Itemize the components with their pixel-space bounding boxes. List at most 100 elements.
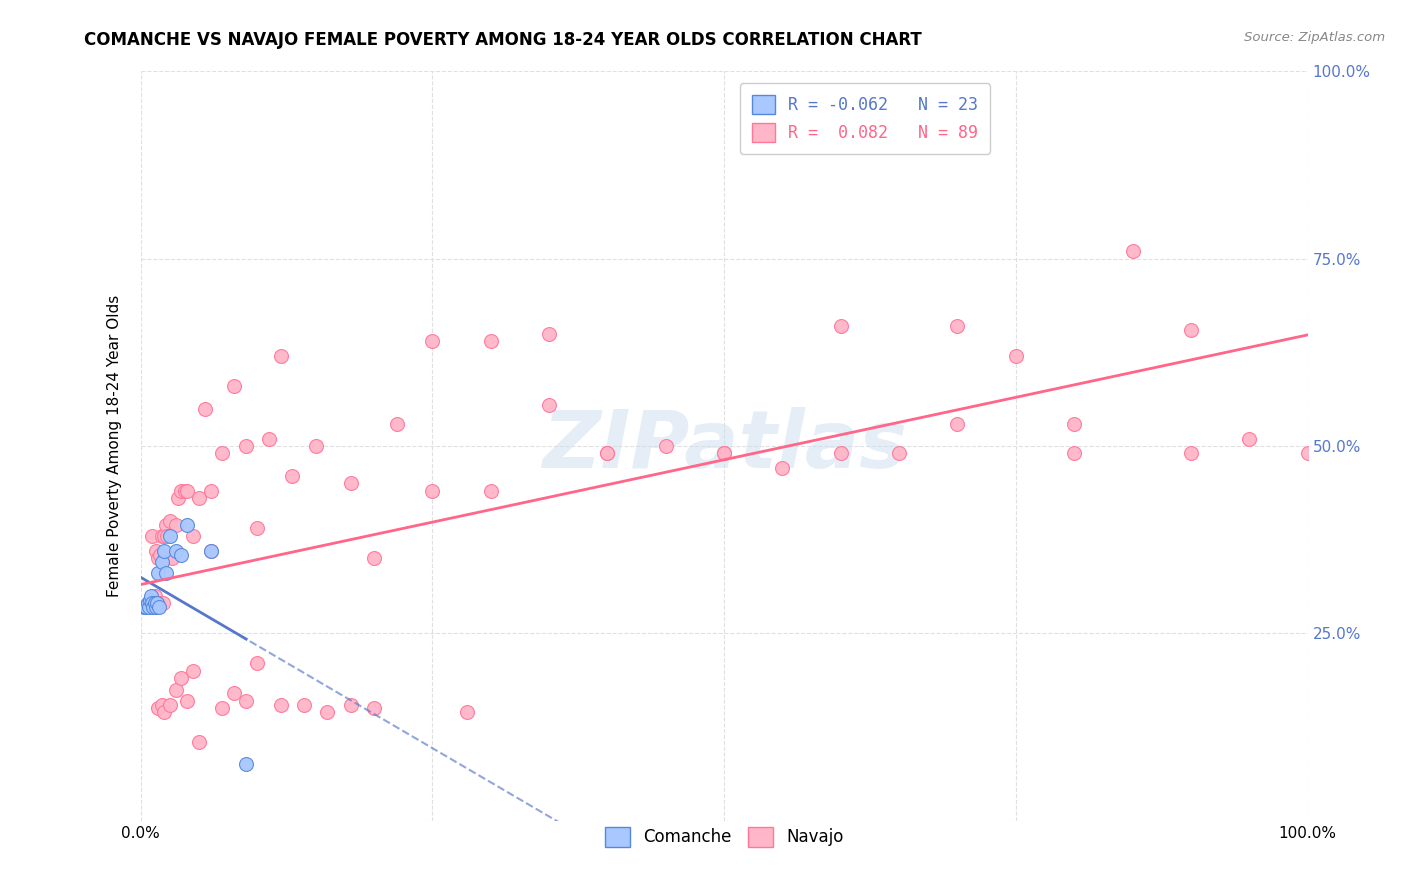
Point (139, 592, 162, 607)
Point (479, 483, 502, 498)
Point (139, 589, 162, 603)
Point (889, 446, 911, 460)
Point (165, 682, 187, 697)
Point (363, 701, 385, 715)
Point (142, 600, 165, 615)
Point (211, 446, 233, 460)
Point (143, 596, 166, 610)
Point (211, 701, 233, 715)
Point (143, 589, 166, 603)
Point (713, 446, 735, 460)
Point (200, 544, 222, 558)
Point (149, 548, 172, 562)
Y-axis label: Female Poverty Among 18-24 Year Olds: Female Poverty Among 18-24 Year Olds (107, 295, 122, 597)
Point (146, 596, 169, 610)
Point (596, 446, 619, 460)
Point (152, 596, 174, 610)
Point (153, 551, 176, 566)
Point (339, 698, 361, 712)
Point (292, 698, 315, 712)
Point (270, 698, 292, 712)
Point (222, 379, 245, 393)
Point (138, 596, 160, 610)
Point (200, 544, 222, 558)
Point (246, 521, 269, 535)
Point (772, 461, 794, 475)
Point (150, 555, 173, 569)
Point (479, 334, 502, 348)
Point (170, 671, 193, 685)
Point (159, 698, 181, 712)
Point (146, 701, 169, 715)
Text: COMANCHE VS NAVAJO FEMALE POVERTY AMONG 18-24 YEAR OLDS CORRELATION CHART: COMANCHE VS NAVAJO FEMALE POVERTY AMONG … (84, 31, 922, 49)
Point (456, 705, 478, 719)
Point (176, 483, 198, 498)
Point (146, 566, 169, 581)
Point (946, 417, 969, 431)
Point (148, 596, 170, 610)
Point (281, 469, 304, 483)
Point (830, 319, 852, 334)
Point (655, 439, 678, 453)
Point (141, 600, 163, 615)
Point (181, 664, 204, 678)
Point (142, 600, 165, 615)
Point (537, 326, 560, 341)
Point (222, 686, 245, 700)
Point (188, 491, 211, 506)
Point (181, 529, 204, 543)
Point (145, 600, 167, 615)
Point (363, 551, 385, 566)
Point (165, 544, 187, 558)
Point (170, 548, 193, 562)
Point (1296, 446, 1319, 460)
Point (235, 757, 257, 772)
Point (176, 517, 198, 532)
Point (1180, 446, 1202, 460)
Point (200, 483, 222, 498)
Point (830, 446, 852, 460)
Point (159, 529, 181, 543)
Point (145, 544, 167, 558)
Point (139, 600, 162, 615)
Text: Source: ZipAtlas.com: Source: ZipAtlas.com (1244, 31, 1385, 45)
Point (155, 566, 177, 581)
Point (946, 319, 969, 334)
Point (422, 483, 444, 498)
Point (1239, 432, 1261, 446)
Point (146, 551, 169, 566)
Point (194, 401, 217, 416)
Point (153, 705, 176, 719)
Point (165, 517, 187, 532)
Point (134, 600, 156, 615)
Point (1122, 244, 1144, 259)
Point (176, 694, 198, 708)
Point (132, 600, 155, 615)
Point (138, 600, 160, 615)
Point (537, 398, 560, 412)
Text: ZIPatlas: ZIPatlas (541, 407, 907, 485)
Point (1063, 417, 1085, 431)
Point (146, 596, 169, 610)
Point (135, 600, 157, 615)
Point (143, 596, 166, 610)
Point (153, 544, 176, 558)
Point (235, 694, 257, 708)
Point (135, 600, 157, 615)
Point (150, 529, 173, 543)
Point (246, 657, 269, 671)
Point (170, 483, 193, 498)
Point (139, 592, 162, 607)
Point (422, 334, 444, 348)
Point (141, 596, 163, 610)
Point (148, 600, 170, 615)
Point (257, 432, 280, 446)
Point (167, 491, 190, 506)
Point (188, 735, 211, 749)
Point (160, 551, 183, 566)
Point (713, 446, 735, 460)
Point (159, 514, 181, 528)
Point (596, 446, 619, 460)
Point (1005, 349, 1028, 363)
Point (1180, 323, 1202, 337)
